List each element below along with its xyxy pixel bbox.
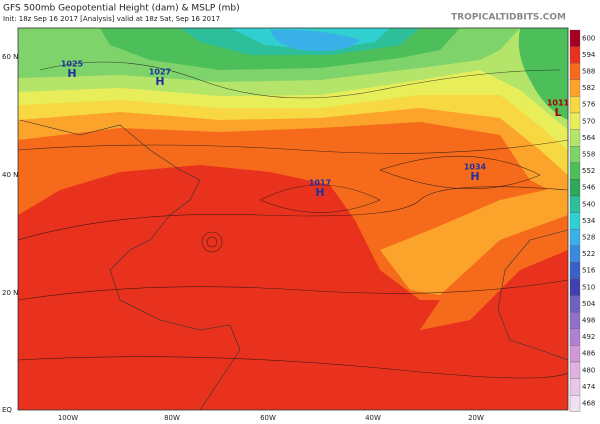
title: GFS 500mb Geopotential Height (dam) & MS… <box>3 4 240 14</box>
colorbar-swatch <box>569 146 581 163</box>
lat-label: 60 N <box>2 53 18 61</box>
source: TROPICALTIDBITS.COM <box>451 13 566 23</box>
colorbar-swatch <box>569 79 581 97</box>
colorbar-label: 510 <box>582 283 595 291</box>
colorbar-label: 468 <box>582 400 595 408</box>
pressure-value: 1017 <box>309 179 331 188</box>
pressure-value: 1034 <box>464 163 487 172</box>
colorbar-swatch <box>569 195 581 213</box>
colorbar-label: 528 <box>582 234 595 242</box>
colorbar-swatch <box>569 245 581 263</box>
colorbar-swatch <box>569 262 581 280</box>
colorbar-label: 540 <box>582 200 595 208</box>
colorbar-label: 492 <box>582 333 595 341</box>
hurricane-contour <box>201 231 223 253</box>
contour <box>18 356 568 379</box>
colorbar-swatch <box>569 229 581 246</box>
lon-label: 100W <box>58 414 78 422</box>
colorbar-swatch <box>569 179 581 197</box>
colorbar-label: 516 <box>582 267 596 275</box>
contour <box>18 279 568 301</box>
colorbar-label: 534 <box>582 217 596 225</box>
colorbar-label: 564 <box>582 134 596 142</box>
lat-label: 40 N <box>2 171 18 179</box>
colorbar-swatch <box>569 63 581 80</box>
contour <box>18 139 568 154</box>
map-frame <box>17 27 569 411</box>
pressure-symbol: H <box>470 170 479 183</box>
colorbar-label: 522 <box>582 250 595 258</box>
hurricane-contour <box>206 236 218 248</box>
height-band <box>518 28 568 120</box>
map <box>18 28 568 410</box>
colorbar-swatch <box>569 295 581 313</box>
colorbar-swatch <box>569 312 581 329</box>
coastline <box>19 119 241 410</box>
colorbar-swatch <box>569 278 581 296</box>
colorbar-swatch <box>569 162 581 180</box>
contour <box>39 61 561 99</box>
height-band <box>420 215 568 330</box>
colorbar-label: 600 <box>582 34 595 42</box>
contour <box>379 155 541 190</box>
pressure-symbol: L <box>554 106 561 119</box>
colorbar-swatch <box>569 129 581 147</box>
colorbar-label: 552 <box>582 167 595 175</box>
height-band <box>270 29 360 52</box>
pressure-symbol: H <box>155 75 164 88</box>
lat-label: 20 N <box>2 289 18 297</box>
contour <box>259 184 381 213</box>
colorbar-swatch <box>569 361 581 379</box>
colorbar-label: 486 <box>582 350 596 358</box>
colorbar-label: 474 <box>582 383 596 391</box>
colorbar-label: 546 <box>582 184 596 192</box>
colorbar-label: 480 <box>582 366 595 374</box>
colorbar-label: 594 <box>582 51 596 59</box>
colorbar-swatch <box>569 345 581 363</box>
colorbar-swatch <box>569 212 581 230</box>
coastline <box>497 229 568 361</box>
colorbar-swatch <box>569 29 581 47</box>
colorbar-swatch <box>569 112 581 130</box>
colorbar-swatch <box>569 96 581 114</box>
pressure-symbol: H <box>315 186 324 199</box>
lon-label: 80W <box>164 414 180 422</box>
colorbar-label: 582 <box>582 84 595 92</box>
colorbar-label: 576 <box>582 101 596 109</box>
colorbar-label: 558 <box>582 151 595 159</box>
colorbar-swatch <box>569 395 581 412</box>
lon-label: 20W <box>468 414 484 422</box>
pressure-symbol: H <box>67 67 76 80</box>
colorbar-label: 498 <box>582 317 595 325</box>
height-band <box>380 185 568 295</box>
colorbar-label: 570 <box>582 117 595 125</box>
colorbar-label: 504 <box>582 300 596 308</box>
pressure-value: 1025 <box>61 60 84 69</box>
colorbar-label: 588 <box>582 68 595 76</box>
colorbar-swatch <box>569 378 581 396</box>
contour <box>18 186 568 241</box>
lon-label: 40W <box>365 414 381 422</box>
lat-label: EQ <box>2 406 12 414</box>
colorbar-swatch <box>569 46 581 64</box>
subtitle: Init: 18z Sep 16 2017 [Analysis] valid a… <box>3 15 220 23</box>
pressure-value: 1027 <box>149 68 171 77</box>
pressure-value: 1011 <box>547 99 570 108</box>
lon-label: 60W <box>260 414 276 422</box>
colorbar-swatch <box>569 328 581 346</box>
